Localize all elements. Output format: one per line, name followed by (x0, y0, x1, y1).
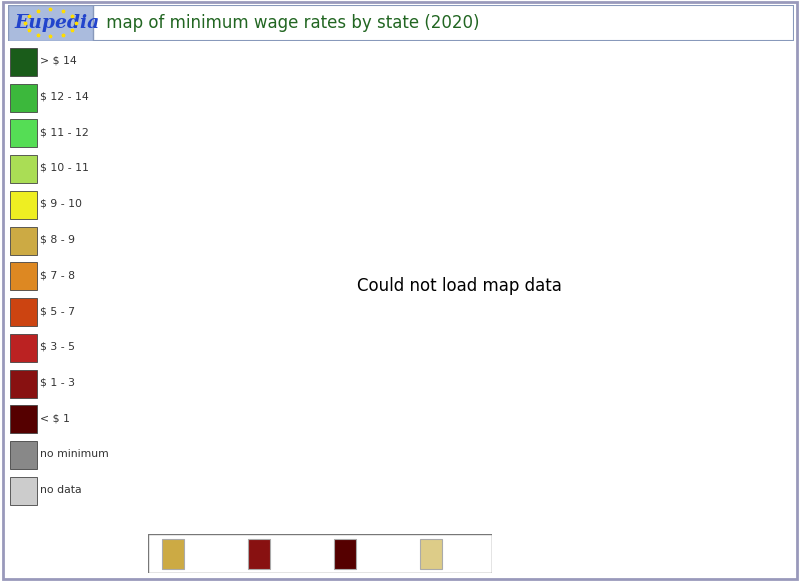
Text: $ 10 - 11: $ 10 - 11 (41, 163, 90, 173)
Bar (10, 334, 37, 362)
Bar (10, 155, 37, 183)
Bar (10, 370, 37, 397)
Bar (8, 5, 93, 41)
Text: Could not load map data: Could not load map data (357, 277, 562, 295)
Bar (10, 263, 37, 290)
Bar (10, 227, 37, 254)
Bar (10, 191, 37, 219)
Bar (162, 539, 184, 569)
Text: China: China (359, 547, 399, 560)
Text: < $ 1: < $ 1 (41, 413, 70, 424)
Text: no data: no data (41, 485, 82, 495)
Text: $ 8 - 9: $ 8 - 9 (41, 235, 75, 245)
Text: $ 5 - 7: $ 5 - 7 (41, 306, 75, 316)
Bar (10, 298, 37, 326)
Text: Eupedia: Eupedia (14, 14, 99, 31)
Bar (10, 406, 37, 433)
Text: $ 12 - 14: $ 12 - 14 (41, 91, 89, 102)
Text: $ 7 - 8: $ 7 - 8 (41, 270, 75, 280)
Text: $ 9 - 10: $ 9 - 10 (41, 199, 82, 209)
Bar (10, 441, 37, 469)
Text: no minimum: no minimum (41, 449, 109, 459)
Bar (248, 539, 270, 569)
Bar (334, 539, 356, 569)
Bar (420, 539, 442, 569)
Text: $ 11 - 12: $ 11 - 12 (41, 127, 89, 137)
Bar (10, 477, 37, 505)
Bar (10, 48, 37, 76)
Bar (10, 84, 37, 112)
Text: > $ 14: > $ 14 (41, 56, 77, 66)
Text: Japan: Japan (446, 547, 485, 560)
Text: USA: USA (187, 547, 216, 560)
Text: map of minimum wage rates by state (2020): map of minimum wage rates by state (2020… (101, 14, 479, 31)
Bar (10, 119, 37, 147)
Text: $ 3 - 5: $ 3 - 5 (41, 342, 75, 352)
Bar (8, 5, 93, 41)
Text: $ 1 - 3: $ 1 - 3 (41, 378, 75, 388)
Text: India: India (274, 547, 309, 560)
